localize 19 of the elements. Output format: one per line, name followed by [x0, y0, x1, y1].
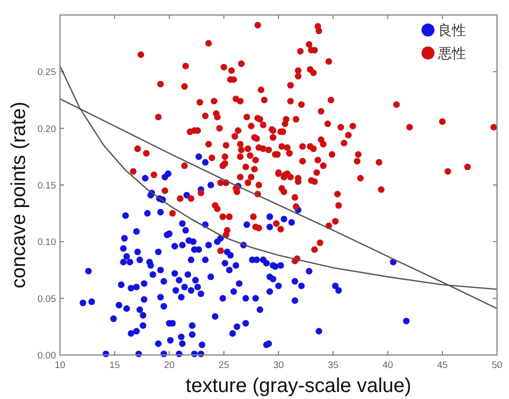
legend-label: 悪性 — [437, 45, 466, 61]
x-tick-label: 40 — [382, 360, 394, 371]
x-tick-label: 30 — [273, 360, 284, 371]
x-tick-label: 10 — [54, 360, 66, 371]
legend-label: 良性 — [438, 22, 466, 38]
x-tick-label: 45 — [437, 360, 448, 371]
x-tick-label: 35 — [328, 360, 338, 371]
y-tick-label: 0.20 — [38, 124, 56, 135]
y-tick-label: 0.05 — [38, 294, 56, 305]
x-tick-label: 20 — [164, 360, 175, 371]
x-tick-label: 15 — [109, 360, 120, 371]
y-tick-label: 0.25 — [38, 67, 56, 78]
y-tick-label: 0.10 — [38, 237, 56, 248]
x-axis-title: texture (gray-scale value) — [186, 375, 412, 397]
y-tick-label: 0.15 — [38, 180, 56, 192]
x-tick-label: 25 — [218, 360, 230, 371]
y-tick-label: 0.00 — [38, 350, 56, 362]
x-tick-label: 50 — [492, 360, 502, 371]
y-axis-title: concave points (rate) — [8, 102, 30, 288]
